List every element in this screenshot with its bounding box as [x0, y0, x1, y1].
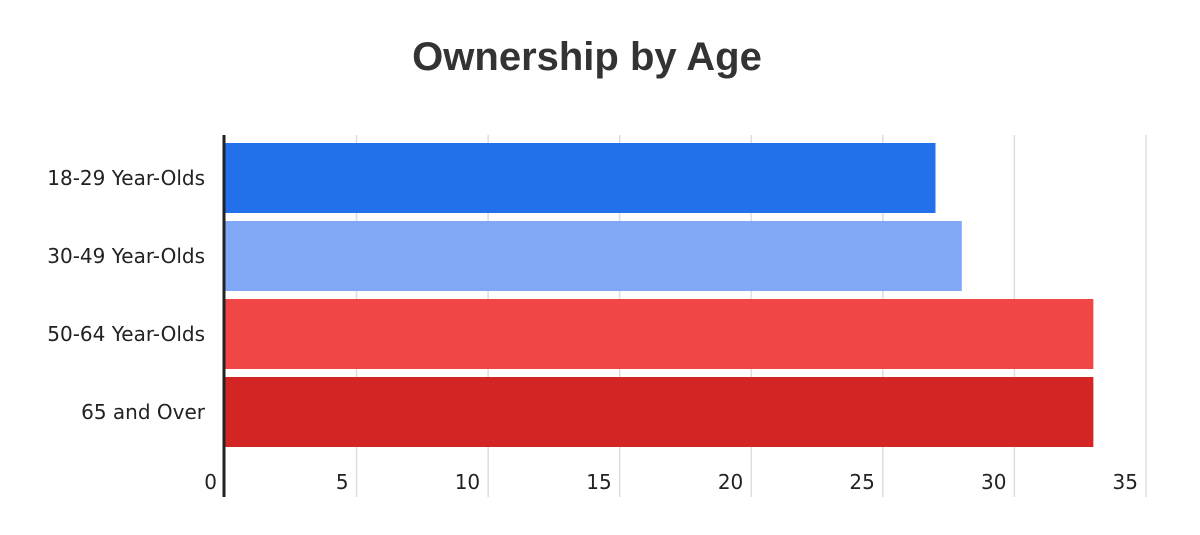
category-label: 65 and Over: [81, 400, 206, 424]
x-tick-label: 20: [718, 470, 743, 494]
x-tick-label: 10: [455, 470, 480, 494]
x-tick-label: 5: [336, 470, 349, 494]
bar: [225, 299, 1094, 369]
category-label: 18-29 Year-Olds: [47, 166, 205, 190]
x-tick-label: 25: [849, 470, 874, 494]
x-tick-label: 30: [981, 470, 1006, 494]
category-label: 30-49 Year-Olds: [47, 244, 205, 268]
x-tick-label: 0: [204, 470, 217, 494]
x-tick-label: 15: [586, 470, 611, 494]
bar: [225, 143, 936, 213]
bars: [225, 143, 1094, 447]
x-tick-label: 35: [1113, 470, 1138, 494]
chart-title: Ownership by Age: [412, 35, 762, 79]
category-label: 50-64 Year-Olds: [47, 322, 205, 346]
bar: [225, 221, 962, 291]
bar: [225, 377, 1094, 447]
x-tick-labels: 0 5 10 15 20 25 30 35: [204, 470, 1138, 494]
category-labels: 18-29 Year-Olds 30-49 Year-Olds 50-64 Year…: [47, 166, 206, 424]
